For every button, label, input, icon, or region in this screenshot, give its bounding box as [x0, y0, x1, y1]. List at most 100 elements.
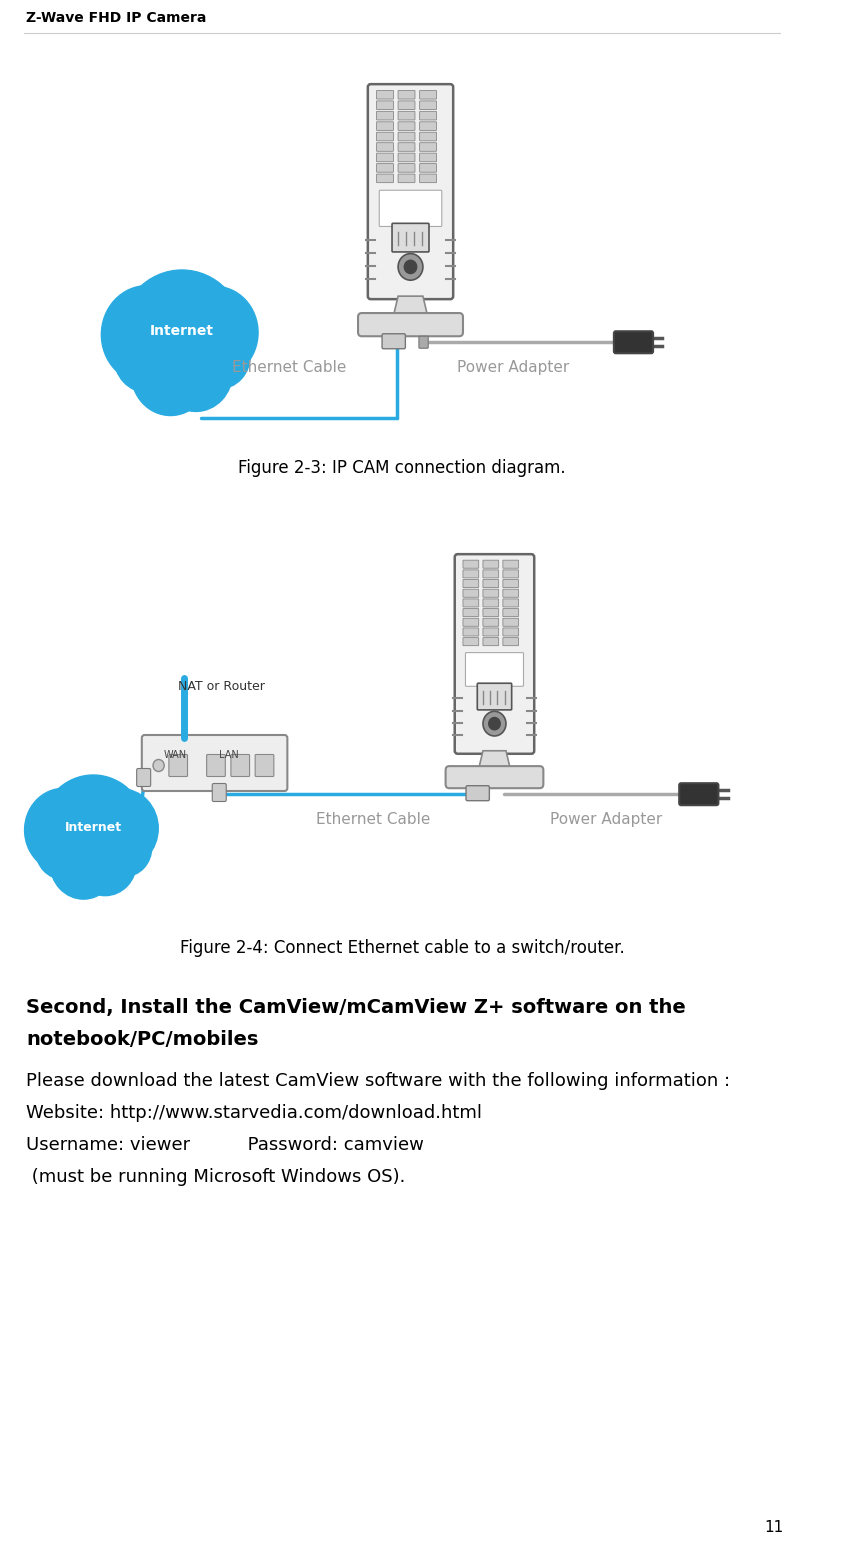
- Circle shape: [25, 789, 102, 871]
- FancyBboxPatch shape: [678, 783, 717, 804]
- FancyBboxPatch shape: [398, 174, 414, 183]
- FancyBboxPatch shape: [376, 143, 393, 151]
- FancyBboxPatch shape: [613, 331, 653, 353]
- FancyBboxPatch shape: [231, 755, 250, 776]
- FancyBboxPatch shape: [398, 101, 414, 110]
- Text: Please download the latest CamView software with the following information :: Please download the latest CamView softw…: [26, 1072, 729, 1090]
- Circle shape: [102, 286, 193, 384]
- FancyBboxPatch shape: [368, 84, 453, 300]
- Text: WAN: WAN: [164, 750, 187, 761]
- FancyBboxPatch shape: [376, 154, 393, 162]
- FancyBboxPatch shape: [376, 174, 393, 183]
- Text: Power Adapter: Power Adapter: [456, 360, 569, 376]
- FancyBboxPatch shape: [502, 627, 518, 637]
- FancyBboxPatch shape: [482, 609, 498, 617]
- FancyBboxPatch shape: [502, 570, 518, 578]
- FancyBboxPatch shape: [462, 627, 478, 637]
- Circle shape: [35, 818, 91, 879]
- FancyBboxPatch shape: [376, 132, 393, 141]
- FancyBboxPatch shape: [398, 112, 414, 120]
- FancyBboxPatch shape: [502, 561, 518, 568]
- Circle shape: [50, 828, 117, 899]
- FancyBboxPatch shape: [462, 561, 478, 568]
- FancyBboxPatch shape: [419, 143, 436, 151]
- FancyBboxPatch shape: [482, 570, 498, 578]
- FancyBboxPatch shape: [379, 191, 441, 227]
- Text: Internet: Internet: [65, 820, 121, 834]
- FancyBboxPatch shape: [482, 638, 498, 646]
- FancyBboxPatch shape: [462, 589, 478, 598]
- FancyBboxPatch shape: [462, 579, 478, 587]
- Circle shape: [404, 261, 416, 273]
- FancyBboxPatch shape: [376, 112, 393, 120]
- FancyBboxPatch shape: [462, 570, 478, 578]
- FancyBboxPatch shape: [466, 786, 489, 801]
- FancyBboxPatch shape: [465, 652, 523, 686]
- Circle shape: [153, 759, 164, 772]
- Circle shape: [97, 818, 152, 876]
- FancyBboxPatch shape: [398, 90, 414, 99]
- FancyBboxPatch shape: [419, 154, 436, 162]
- Circle shape: [114, 321, 180, 393]
- FancyBboxPatch shape: [376, 121, 393, 130]
- Text: Ethernet Cable: Ethernet Cable: [232, 360, 346, 376]
- FancyBboxPatch shape: [398, 163, 414, 172]
- Text: Internet: Internet: [150, 325, 214, 339]
- FancyBboxPatch shape: [398, 154, 414, 162]
- Circle shape: [171, 286, 257, 379]
- Text: 11: 11: [764, 1520, 783, 1534]
- Circle shape: [482, 711, 505, 736]
- FancyBboxPatch shape: [419, 90, 436, 99]
- Circle shape: [187, 321, 251, 388]
- Text: Username: viewer          Password: camview: Username: viewer Password: camview: [26, 1135, 424, 1154]
- FancyBboxPatch shape: [445, 766, 542, 789]
- Circle shape: [84, 789, 158, 868]
- FancyBboxPatch shape: [376, 163, 393, 172]
- FancyBboxPatch shape: [381, 334, 405, 349]
- FancyBboxPatch shape: [482, 618, 498, 626]
- FancyBboxPatch shape: [502, 599, 518, 607]
- Circle shape: [159, 332, 232, 412]
- FancyBboxPatch shape: [398, 121, 414, 130]
- FancyBboxPatch shape: [419, 112, 436, 120]
- FancyBboxPatch shape: [482, 579, 498, 587]
- Text: Power Adapter: Power Adapter: [550, 812, 662, 828]
- FancyBboxPatch shape: [419, 121, 436, 130]
- FancyBboxPatch shape: [142, 735, 287, 790]
- FancyBboxPatch shape: [419, 132, 436, 141]
- Text: Figure 2-4: Connect Ethernet cable to a switch/router.: Figure 2-4: Connect Ethernet cable to a …: [180, 940, 623, 957]
- Circle shape: [488, 717, 499, 730]
- FancyBboxPatch shape: [502, 579, 518, 587]
- FancyBboxPatch shape: [169, 755, 188, 776]
- FancyBboxPatch shape: [419, 174, 436, 183]
- FancyBboxPatch shape: [477, 683, 511, 710]
- FancyBboxPatch shape: [462, 599, 478, 607]
- FancyBboxPatch shape: [357, 314, 462, 337]
- FancyBboxPatch shape: [207, 755, 225, 776]
- FancyBboxPatch shape: [137, 769, 151, 786]
- Text: notebook/PC/mobiles: notebook/PC/mobiles: [26, 1030, 258, 1048]
- Circle shape: [398, 253, 423, 280]
- Text: Figure 2-3: IP CAM connection diagram.: Figure 2-3: IP CAM connection diagram.: [238, 460, 566, 477]
- Text: LAN: LAN: [219, 750, 238, 761]
- FancyBboxPatch shape: [462, 609, 478, 617]
- FancyBboxPatch shape: [462, 638, 478, 646]
- Circle shape: [131, 331, 209, 416]
- FancyBboxPatch shape: [502, 589, 518, 598]
- Text: Z-Wave FHD IP Camera: Z-Wave FHD IP Camera: [26, 11, 207, 25]
- FancyBboxPatch shape: [482, 599, 498, 607]
- Text: Website: http://www.starvedia.com/download.html: Website: http://www.starvedia.com/downlo…: [26, 1104, 481, 1121]
- FancyBboxPatch shape: [482, 627, 498, 637]
- FancyBboxPatch shape: [502, 618, 518, 626]
- Circle shape: [118, 270, 245, 405]
- Circle shape: [39, 775, 147, 891]
- FancyBboxPatch shape: [419, 101, 436, 110]
- FancyBboxPatch shape: [376, 90, 393, 99]
- Polygon shape: [393, 297, 427, 317]
- Polygon shape: [478, 750, 510, 770]
- Circle shape: [74, 828, 136, 896]
- FancyBboxPatch shape: [398, 143, 414, 151]
- FancyBboxPatch shape: [418, 337, 428, 348]
- FancyBboxPatch shape: [392, 224, 429, 252]
- FancyBboxPatch shape: [482, 561, 498, 568]
